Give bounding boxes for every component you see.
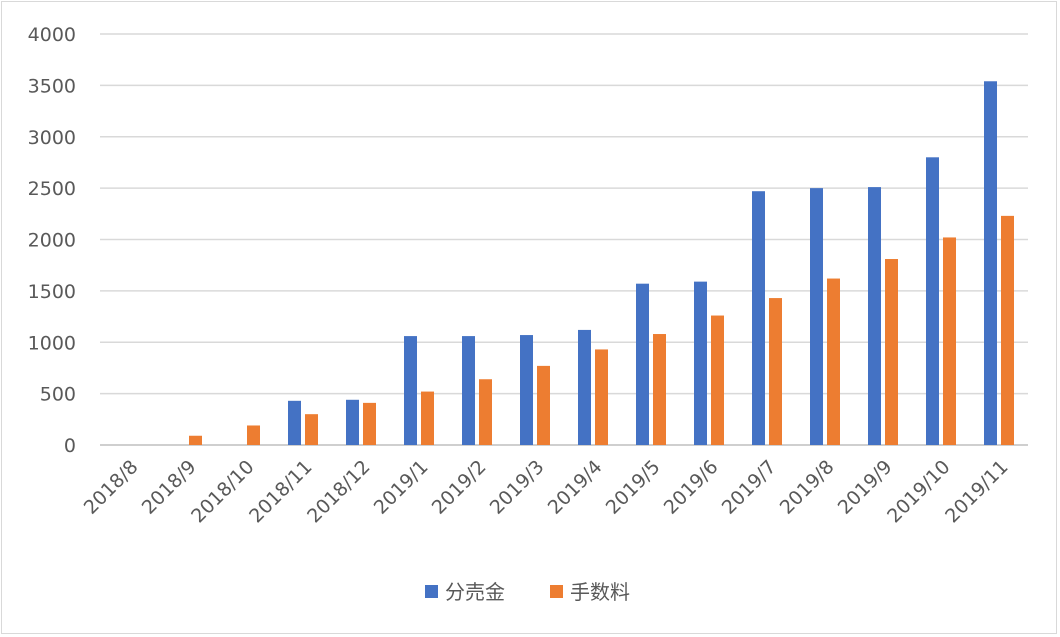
y-tick-label: 4000 xyxy=(28,24,76,46)
bar-series2 xyxy=(189,435,202,445)
x-tick-label: 2018/11 xyxy=(245,456,316,527)
y-tick-label: 1000 xyxy=(28,332,76,354)
bar-series2 xyxy=(885,259,898,445)
legend-label: 分売金 xyxy=(445,580,505,604)
x-tick-label: 2018/12 xyxy=(303,456,374,527)
bar-series2 xyxy=(827,278,840,445)
bar-series2 xyxy=(711,315,724,445)
x-tick-label: 2019/8 xyxy=(776,456,839,519)
bar-series2 xyxy=(595,349,608,445)
bar-series1 xyxy=(288,400,301,445)
y-tick-label: 3500 xyxy=(28,75,76,97)
legend-swatch xyxy=(425,585,438,598)
y-axis-ticks: 0 500 1000 1500 2000 2500 3000 3500 4000 xyxy=(28,24,76,457)
y-tick-label: 1500 xyxy=(28,281,76,303)
y-tick-label: 3000 xyxy=(28,127,76,149)
bar-series1 xyxy=(926,157,939,446)
bar-series1 xyxy=(520,335,533,445)
x-tick-label: 2018/10 xyxy=(187,456,258,527)
bar-series2 xyxy=(479,379,492,445)
x-tick-label: 2018/8 xyxy=(80,456,143,519)
bar-series1 xyxy=(462,336,475,445)
x-tick-label: 2019/10 xyxy=(883,456,954,527)
bar-series1 xyxy=(984,81,997,445)
x-tick-label: 2019/7 xyxy=(718,456,781,519)
bar-series2 xyxy=(943,237,956,445)
x-tick-label: 2019/2 xyxy=(428,456,491,519)
bar-series1 xyxy=(404,336,417,445)
bar-series2 xyxy=(421,391,434,445)
y-tick-label: 500 xyxy=(40,384,76,406)
x-axis-ticks: 2018/82018/92018/102018/112018/122019/12… xyxy=(80,456,1013,527)
bar-series1 xyxy=(346,399,359,445)
bar-series2 xyxy=(247,425,260,445)
x-tick-label: 2019/1 xyxy=(370,456,433,519)
x-tick-label: 2019/6 xyxy=(660,456,723,519)
x-tick-label: 2019/11 xyxy=(941,456,1012,527)
bars xyxy=(189,81,1014,446)
bar-series2 xyxy=(1001,215,1014,445)
legend: 分売金 手数料 xyxy=(425,580,630,604)
bar-series2 xyxy=(537,365,550,445)
y-tick-label: 2500 xyxy=(28,178,76,200)
bar-series1 xyxy=(694,281,707,445)
bar-series2 xyxy=(653,334,666,445)
bar-series1 xyxy=(636,283,649,445)
bar-series1 xyxy=(810,188,823,445)
y-tick-label: 2000 xyxy=(28,230,76,252)
bar-series1 xyxy=(868,187,881,445)
bar-series1 xyxy=(578,329,591,445)
bar-series1 xyxy=(752,191,765,445)
bar-series2 xyxy=(769,298,782,445)
legend-swatch xyxy=(550,585,563,598)
bar-series2 xyxy=(305,414,318,445)
bar-series2 xyxy=(363,402,376,445)
x-tick-label: 2019/4 xyxy=(544,456,607,519)
y-tick-label: 0 xyxy=(64,435,76,457)
x-tick-label: 2019/5 xyxy=(602,456,665,519)
legend-label: 手数料 xyxy=(570,580,630,604)
x-tick-label: 2019/3 xyxy=(486,456,549,519)
